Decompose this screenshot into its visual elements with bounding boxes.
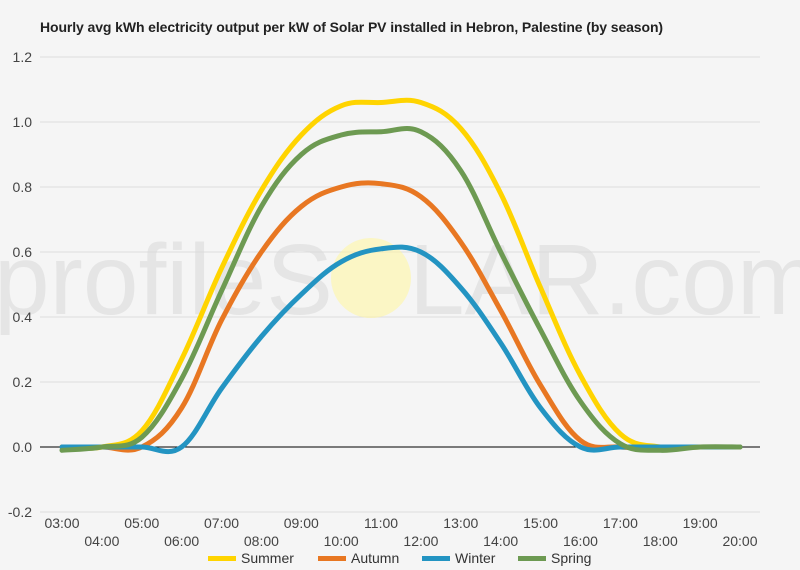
legend-label: Autumn [351,550,400,566]
watermark-text-right: LAR.com [409,224,800,336]
x-tick-label: 19:00 [683,515,718,531]
watermark-text-left: profileS [0,224,333,336]
y-tick-label: 0.8 [13,179,33,195]
legend: Summer Autumn Winter Spring [0,549,800,567]
x-tick-label: 18:00 [643,533,678,549]
x-tick-label: 14:00 [483,533,518,549]
x-tick-label: 11:00 [364,515,398,531]
series-lines [59,97,743,455]
legend-swatch [518,555,546,561]
axes: -0.2 0.0 0.2 0.4 0.6 0.8 1.0 1.2 03:00 04:00 05:00… [8,49,758,549]
y-tick-label: -0.2 [8,504,32,520]
x-tick-label: 09:00 [284,515,319,531]
watermark: profileS LAR.com [0,224,800,336]
series-line-summer [59,97,743,451]
x-tick-label: 03:00 [44,515,79,531]
series-line-spring [59,126,743,453]
x-tick-label: 13:00 [443,515,478,531]
legend-swatch [318,555,346,561]
legend-item-autumn: Autumn [318,549,399,567]
legend-label: Summer [241,550,294,566]
legend-label: Spring [551,550,592,566]
x-tick-label: 20:00 [722,533,757,549]
legend-item-winter: Winter [422,549,495,567]
series-line-winter [59,244,743,455]
x-tick-label: 08:00 [244,533,279,549]
legend-swatch [422,555,450,561]
x-tick-label: 07:00 [204,515,239,531]
y-tick-label: 0.0 [13,439,33,455]
x-tick-label: 10:00 [324,533,359,549]
x-tick-label: 15:00 [523,515,558,531]
x-tick-label: 12:00 [403,533,438,549]
y-tick-label: 1.0 [13,114,33,130]
legend-label: Winter [455,550,496,566]
legend-item-summer: Summer [208,549,294,567]
x-tick-label: 17:00 [603,515,638,531]
y-tick-label: 0.4 [13,309,33,325]
legend-item-spring: Spring [518,549,591,567]
x-tick-label: 06:00 [164,533,199,549]
x-tick-label: 04:00 [84,533,119,549]
y-tick-label: 0.2 [13,374,33,390]
x-tick-label: 05:00 [124,515,159,531]
legend-swatch [208,555,236,561]
x-tick-label: 16:00 [563,533,598,549]
y-tick-label: 0.6 [13,244,33,260]
y-tick-label: 1.2 [13,49,33,65]
chart-title: Hourly avg kWh electricity output per kW… [40,19,663,35]
